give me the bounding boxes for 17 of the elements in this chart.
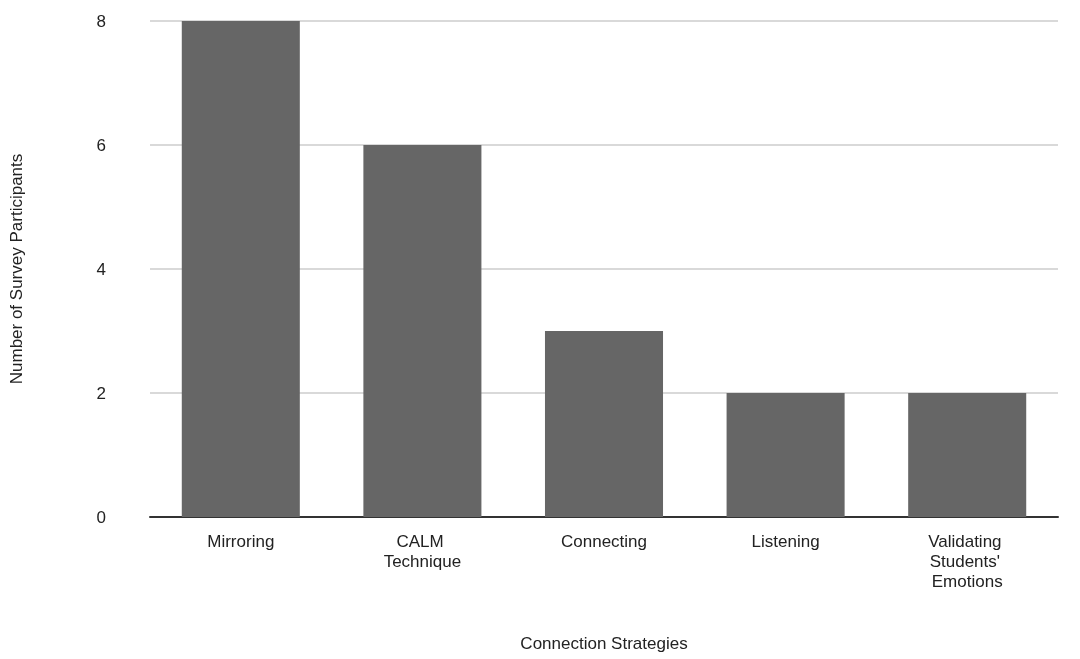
x-axis-title: Connection Strategies — [520, 634, 688, 653]
x-tick-label: Connecting — [560, 531, 648, 551]
x-tick-label: Listening — [751, 531, 820, 551]
x-tick-label: CALM Technique — [383, 531, 462, 571]
x-tick-label: Validating Students' Emotions — [928, 531, 1007, 591]
bar — [363, 145, 482, 517]
bar — [908, 393, 1027, 517]
y-tick-label: 0 — [96, 507, 106, 527]
y-axis-title: Number of Survey Participants — [7, 153, 26, 385]
x-tick-label: Mirroring — [207, 531, 275, 551]
bar — [726, 393, 845, 517]
bar — [544, 331, 664, 517]
y-tick-label: 4 — [96, 259, 106, 279]
bar — [181, 21, 300, 517]
y-tick-label: 6 — [96, 135, 106, 155]
y-tick-label: 8 — [96, 11, 106, 31]
y-tick-label: 2 — [96, 383, 106, 403]
